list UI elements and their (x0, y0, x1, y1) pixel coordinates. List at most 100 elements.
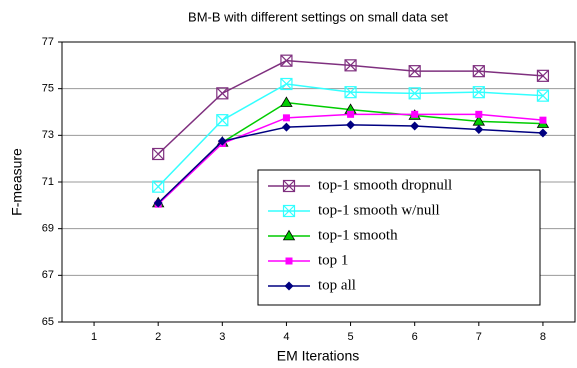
point (282, 114, 290, 122)
marker-box (152, 147, 165, 161)
marker-diamond (410, 121, 420, 131)
legend-label: top-1 smooth dropnull (318, 177, 452, 193)
marker-triangle (280, 96, 293, 107)
marker-square (347, 110, 355, 118)
marker-diamond (217, 136, 227, 146)
marker-box (536, 89, 550, 102)
marker-square (475, 110, 483, 118)
point (474, 125, 484, 134)
marker-box (280, 54, 293, 67)
marker-box (536, 69, 550, 82)
marker-x (216, 87, 229, 100)
x-tick-label: 4 (283, 331, 289, 343)
marker-box (344, 59, 357, 72)
marker-x (152, 180, 165, 193)
marker-x (408, 65, 421, 78)
marker-box (472, 86, 485, 99)
marker-x (472, 65, 485, 78)
x-tick-label: 5 (348, 331, 354, 343)
marker-x (408, 87, 421, 100)
legend-marker (282, 179, 296, 193)
point (280, 96, 293, 107)
legend-label: top-1 smooth (318, 227, 398, 243)
point (217, 136, 227, 146)
point (408, 65, 421, 78)
legend-marker (282, 229, 296, 241)
marker-diamond (281, 122, 291, 132)
point (153, 198, 163, 208)
marker-square (539, 116, 547, 124)
point (408, 87, 421, 100)
y-tick-label: 75 (42, 83, 54, 95)
point (152, 147, 165, 161)
point (472, 65, 485, 78)
marker-box (408, 65, 421, 78)
chart-title: BM-B with different settings on small da… (188, 9, 448, 24)
marker-diamond (346, 120, 356, 130)
point (410, 121, 420, 131)
legend-marker (282, 204, 296, 218)
y-tick-label: 65 (42, 316, 54, 328)
point (538, 128, 548, 138)
marker-x (344, 86, 357, 99)
legend-label: top 1 (318, 252, 348, 268)
marker-diamond (153, 198, 163, 208)
legend-box (257, 169, 541, 306)
point (346, 120, 356, 130)
marker-x (152, 148, 165, 160)
marker-x (472, 86, 485, 99)
point (475, 110, 483, 118)
marker-x (537, 89, 549, 102)
marker-square (282, 114, 290, 122)
y-tick-label: 71 (42, 176, 54, 188)
marker-box (472, 65, 485, 78)
marker-square (285, 257, 293, 265)
marker-x (283, 180, 295, 192)
marker-box (282, 179, 296, 193)
x-axis-label: EM Iterations (277, 348, 359, 364)
x-tick-label: 2 (155, 331, 161, 343)
marker-triangle (282, 229, 296, 241)
legend-marker (284, 281, 294, 291)
legend-label: top-1 smooth w/null (318, 202, 440, 218)
plot-frame (61, 41, 576, 323)
point (152, 180, 165, 193)
marker-box (216, 114, 229, 127)
point (216, 87, 229, 100)
marker-box (344, 86, 357, 99)
marker-box (280, 77, 293, 91)
y-tick-label: 77 (42, 36, 54, 48)
marker-box (152, 180, 165, 193)
point (281, 122, 291, 132)
marker-box (216, 87, 229, 100)
point (344, 59, 357, 72)
point (344, 86, 357, 99)
x-tick-label: 8 (540, 331, 546, 343)
x-tick-label: 3 (219, 331, 225, 343)
point (536, 69, 550, 82)
y-axis-label: F-measure (9, 148, 25, 216)
point (280, 77, 293, 91)
marker-square (411, 110, 419, 118)
marker-x (537, 69, 549, 82)
point (539, 116, 547, 124)
x-tick-label: 7 (476, 331, 482, 343)
marker-x (280, 54, 293, 67)
marker-diamond (538, 128, 548, 138)
legend-label: top all (318, 277, 356, 293)
legend-marker (285, 257, 293, 265)
marker-box (408, 87, 421, 100)
point (216, 114, 229, 127)
y-tick-label: 73 (42, 129, 54, 141)
point (472, 86, 485, 99)
x-tick-label: 1 (91, 331, 97, 343)
marker-x (216, 114, 229, 127)
point (536, 89, 550, 102)
point (280, 54, 293, 67)
legend: top-1 smooth dropnull top-1 smooth w/null… (257, 169, 541, 306)
marker-x (344, 59, 357, 72)
marker-x (283, 205, 295, 217)
x-tick-label: 6 (412, 331, 418, 343)
marker-box (282, 204, 296, 218)
